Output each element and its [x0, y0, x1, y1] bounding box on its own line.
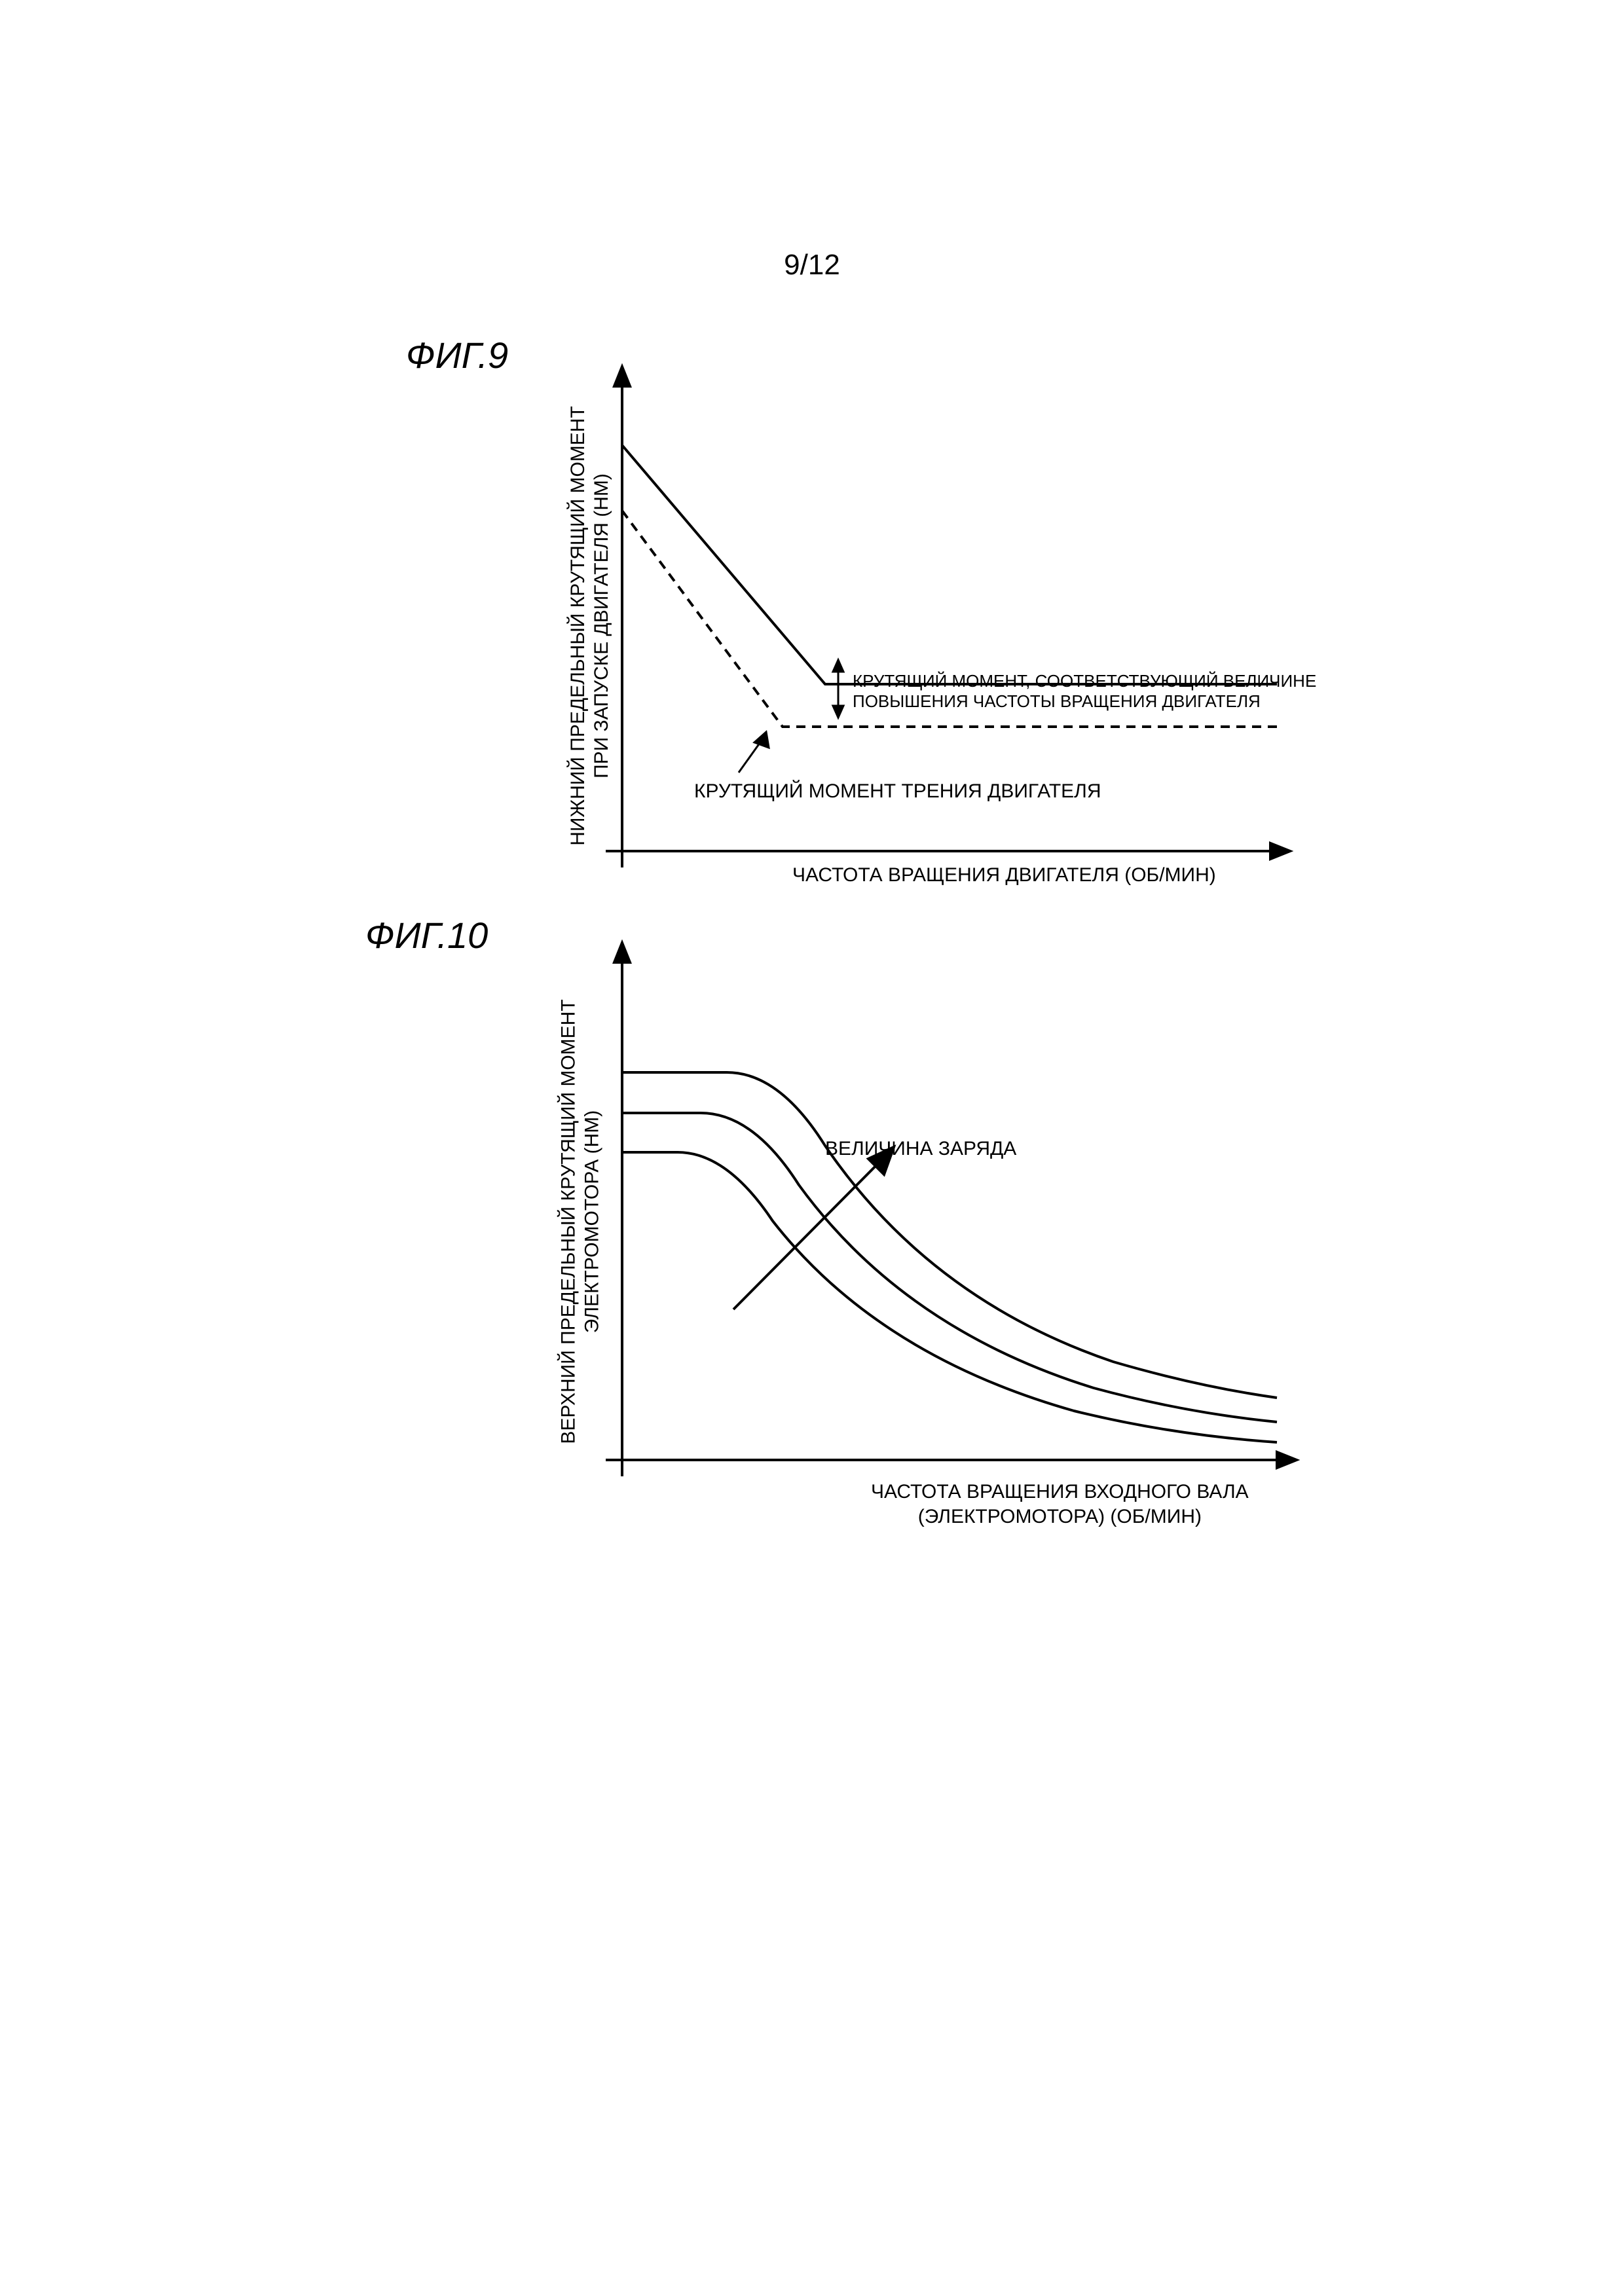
- fig10-y-axis-label: ВЕРХНИЙ ПРЕДЕЛЬНЫЙ КРУТЯЩИЙ МОМЕНТЭЛЕКТР…: [557, 999, 604, 1444]
- fig10-annotation: ВЕЛИЧИНА ЗАРЯДА: [825, 1138, 1016, 1160]
- fig10-x-axis-label-text: ЧАСТОТА ВРАЩЕНИЯ ВХОДНОГО ВАЛА(ЭЛЕКТРОМО…: [871, 1481, 1249, 1527]
- fig10-chart: ВЕРХНИЙ ПРЕДЕЛЬНЫЙ КРУТЯЩИЙ МОМЕНТЭЛЕКТР…: [0, 0, 1624, 1637]
- fig10-x-axis-label: ЧАСТОТА ВРАЩЕНИЯ ВХОДНОГО ВАЛА(ЭЛЕКТРОМО…: [871, 1480, 1249, 1529]
- fig10-y-axis-label-text: ВЕРХНИЙ ПРЕДЕЛЬНЫЙ КРУТЯЩИЙ МОМЕНТЭЛЕКТР…: [557, 999, 604, 1444]
